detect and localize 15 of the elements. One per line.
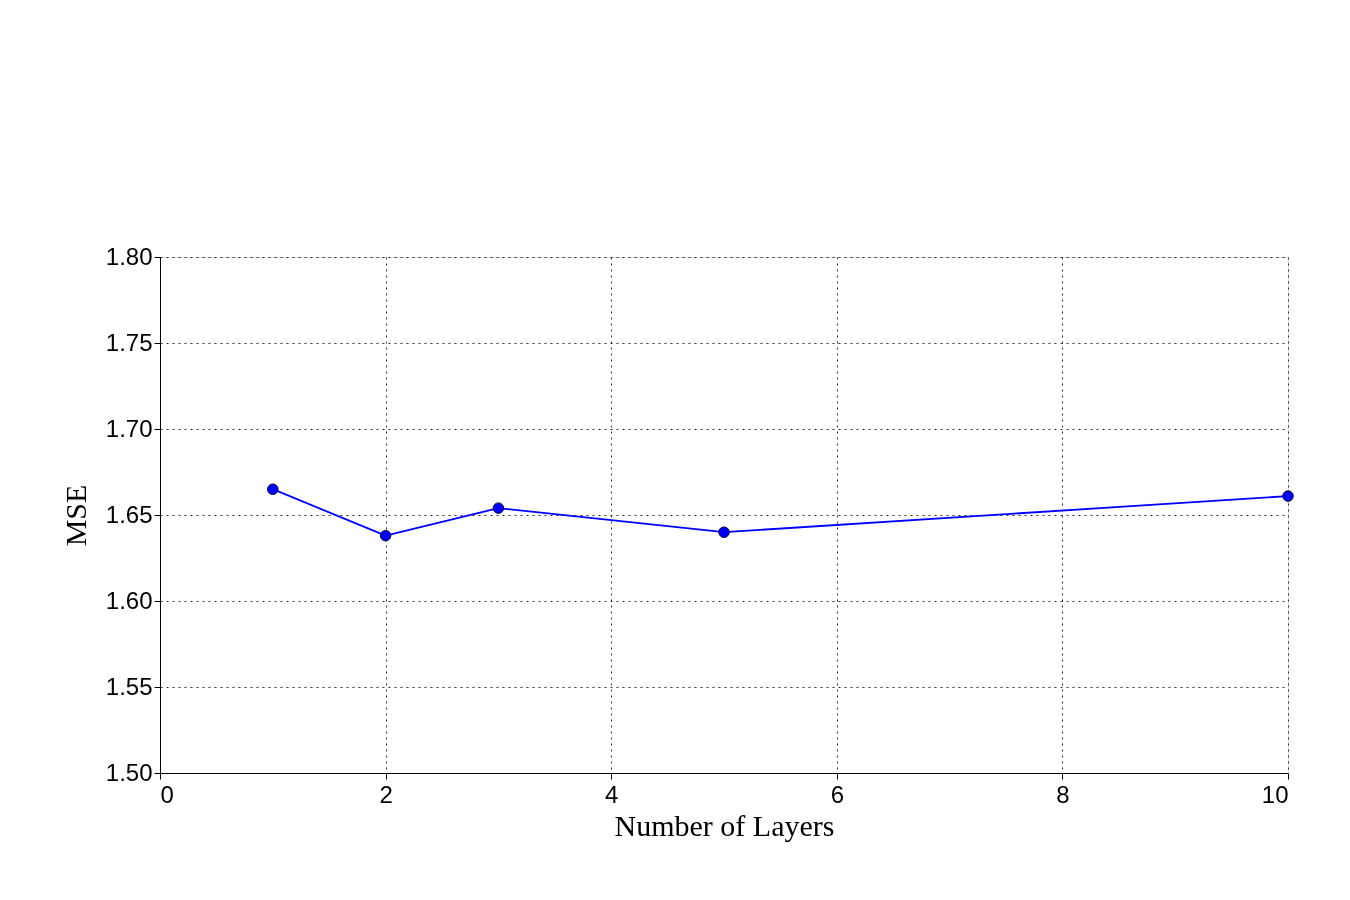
- x-tick-label: 0: [160, 780, 174, 808]
- y-tick-label: 1.60: [105, 586, 153, 614]
- x-tick-label: 10: [1261, 780, 1289, 808]
- x-tick-label: 2: [379, 780, 393, 808]
- x-axis-title: Number of Layers: [614, 808, 835, 842]
- x-tick-label: 4: [605, 780, 619, 808]
- y-axis-title: MSE: [58, 484, 92, 547]
- y-tick-label: 1.75: [105, 328, 153, 356]
- x-tick-label: 6: [830, 780, 844, 808]
- y-tick-label: 1.50: [105, 758, 153, 786]
- y-tick-label: 1.65: [105, 500, 153, 528]
- x-tick-label: 8: [1056, 780, 1070, 808]
- y-tick-label: 1.70: [105, 414, 153, 442]
- y-tick-label: 1.80: [105, 242, 153, 270]
- y-tick-label: 1.55: [105, 672, 153, 700]
